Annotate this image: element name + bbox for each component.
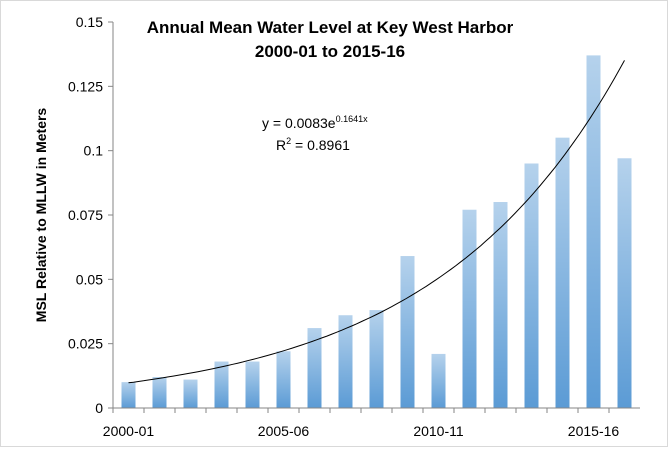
bar-group	[276, 351, 291, 408]
bar-group	[214, 361, 229, 408]
x-tick-label: 2005-06	[258, 423, 310, 439]
x-tick-label: 2010-11	[413, 423, 464, 439]
bar-group	[369, 310, 384, 408]
r-value: = 0.8961	[291, 137, 350, 153]
trendline-equation: y = 0.0083e0.1641x	[262, 114, 368, 131]
bar-shine	[369, 310, 384, 408]
bar-group	[431, 353, 446, 408]
r: R	[276, 137, 286, 153]
x-tick-label: 2015-16	[568, 423, 620, 439]
equation: y = 0.0083e	[262, 115, 336, 131]
bar-shine	[586, 55, 601, 408]
bar-group	[121, 382, 136, 408]
bar-group	[400, 256, 415, 408]
chart-title: Annual Mean Water Level at Key West Harb…	[147, 18, 514, 37]
bar-shine	[555, 137, 570, 409]
bar-shine	[462, 209, 477, 408]
bar-shine	[183, 379, 198, 408]
bar-shine	[431, 353, 446, 408]
y-tick-label: 0.075	[68, 207, 103, 223]
bar-group	[493, 202, 508, 408]
y-tick-label: 0.1	[84, 143, 104, 159]
bar-group	[152, 377, 167, 408]
y-tick-label: 0.15	[76, 14, 103, 30]
trendline	[128, 60, 625, 384]
bar-group	[524, 163, 539, 408]
bar-shine	[338, 315, 353, 408]
bar-group	[462, 209, 477, 408]
y-tick-label: 0.125	[68, 78, 103, 94]
bar-shine	[524, 163, 539, 408]
y-tick-label: 0	[95, 400, 103, 416]
chart-subtitle: 2000-01 to 2015-16	[255, 42, 405, 61]
bar-shine	[307, 328, 322, 408]
bar-shine	[152, 377, 167, 408]
bar-group	[555, 137, 570, 409]
bar-shine	[493, 202, 508, 408]
bar-shine	[400, 256, 415, 408]
r-power: 2	[286, 136, 291, 146]
bar-shine	[617, 158, 632, 408]
bar-group	[183, 379, 198, 408]
bar-shine	[214, 361, 229, 408]
bar-group	[617, 158, 632, 408]
bar-group	[307, 328, 322, 408]
bar-shine	[276, 351, 291, 408]
exponent: 0.1641x	[336, 114, 369, 124]
x-tick-label: 2000-01	[103, 423, 155, 439]
bar-group	[338, 315, 353, 408]
bar-shine	[121, 382, 136, 408]
y-axis-label: MSL Relative to MLLW in Meters	[33, 108, 49, 323]
bar-shine	[245, 361, 260, 408]
bar-group	[586, 55, 601, 408]
bar-group	[245, 361, 260, 408]
r-squared: R2 = 0.8961	[276, 136, 350, 153]
y-tick-label: 0.025	[68, 336, 103, 352]
y-tick-label: 0.05	[76, 271, 103, 287]
